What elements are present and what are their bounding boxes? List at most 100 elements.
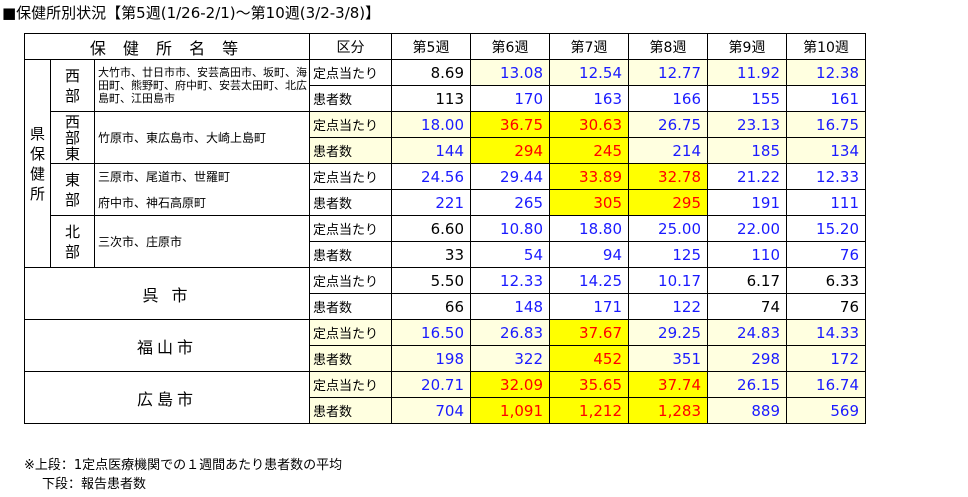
table-row: 患者数 704 1,091 1,212 1,283 889 569 <box>25 397 866 424</box>
header-week: 第7週 <box>549 33 629 60</box>
cell-value: 134 <box>786 137 866 164</box>
cell-value: 8.69 <box>391 59 471 86</box>
cell-value: 12.38 <box>786 59 866 86</box>
cell-value: 20.71 <box>391 371 471 398</box>
cell-value: 37.67 <box>549 319 629 346</box>
cell-value: 29.25 <box>628 319 708 346</box>
cell-value: 245 <box>549 137 629 164</box>
cell-value: 26.83 <box>470 319 550 346</box>
row-label: 患者数 <box>309 137 392 164</box>
row-label: 定点当たり <box>309 111 392 138</box>
header-week: 第5週 <box>391 33 471 60</box>
cell-value: 298 <box>707 345 787 372</box>
section-fukuyama: 福山市 <box>24 319 310 372</box>
cell-value: 14.25 <box>549 267 629 294</box>
header-week: 第8週 <box>628 33 708 60</box>
row-label: 患者数 <box>309 293 392 320</box>
section-east: 東部 <box>50 163 95 216</box>
cell-value: 32.78 <box>628 163 708 190</box>
cell-value: 113 <box>391 85 471 112</box>
cell-value: 110 <box>707 241 787 268</box>
cell-value: 1,212 <box>549 397 629 424</box>
row-label: 患者数 <box>309 397 392 424</box>
header-kubun: 区分 <box>309 33 392 60</box>
cell-value: 155 <box>707 85 787 112</box>
cell-value: 221 <box>391 189 471 216</box>
cell-value: 191 <box>707 189 787 216</box>
cell-value: 295 <box>628 189 708 216</box>
cell-value: 5.50 <box>391 267 471 294</box>
row-label: 患者数 <box>309 85 392 112</box>
section-westeast: 西部東 <box>50 111 95 164</box>
cell-value: 170 <box>470 85 550 112</box>
cell-value: 265 <box>470 189 550 216</box>
cell-value: 111 <box>786 189 866 216</box>
row-label: 定点当たり <box>309 59 392 86</box>
cell-value: 94 <box>549 241 629 268</box>
cell-value: 26.15 <box>707 371 787 398</box>
table-row: 患者数 144 294 245 214 185 134 <box>25 137 866 164</box>
cell-value: 305 <box>549 189 629 216</box>
cell-value: 171 <box>549 293 629 320</box>
table-row: 府中市、神石高原町 患者数 221 265 305 295 191 111 <box>25 189 866 216</box>
cell-value: 33 <box>391 241 471 268</box>
cell-value: 122 <box>628 293 708 320</box>
cell-value: 21.22 <box>707 163 787 190</box>
cell-value: 148 <box>470 293 550 320</box>
cell-value: 144 <box>391 137 471 164</box>
cell-value: 66 <box>391 293 471 320</box>
section-north: 北部 <box>50 215 95 268</box>
footnote-2: 下段：報告患者数 <box>42 477 147 492</box>
cell-value: 351 <box>628 345 708 372</box>
header-row: 保 健 所 名 等 区分 第5週 第6週 第7週 第8週 第9週 第10週 <box>24 33 866 60</box>
cell-value: 11.92 <box>707 59 787 86</box>
cell-value: 24.83 <box>707 319 787 346</box>
cell-value: 12.54 <box>549 59 629 86</box>
cell-value: 23.13 <box>707 111 787 138</box>
cell-value: 12.77 <box>628 59 708 86</box>
page-title: ■保健所別状況【第5週(1/26-2/1)～第10週(3/2-3/8)】 <box>2 4 381 22</box>
cell-value: 214 <box>628 137 708 164</box>
cell-value: 30.63 <box>549 111 629 138</box>
cell-value: 16.74 <box>786 371 866 398</box>
section-west: 西部 <box>50 59 95 112</box>
cell-value: 16.75 <box>786 111 866 138</box>
cell-value: 37.74 <box>628 371 708 398</box>
header-area: 保 健 所 名 等 <box>24 33 310 60</box>
row-label: 定点当たり <box>309 371 392 398</box>
cell-value: 74 <box>707 293 787 320</box>
row-label: 定点当たり <box>309 215 392 242</box>
cell-value: 12.33 <box>786 163 866 190</box>
cell-value: 10.17 <box>628 267 708 294</box>
cell-value: 6.60 <box>391 215 471 242</box>
status-table: 保 健 所 名 等 区分 第5週 第6週 第7週 第8週 第9週 第10週 県保… <box>24 33 866 424</box>
cell-value: 33.89 <box>549 163 629 190</box>
cell-value: 125 <box>628 241 708 268</box>
cell-value: 569 <box>786 397 866 424</box>
area-list-east-2: 府中市、神石高原町 <box>94 189 310 216</box>
cell-value: 10.80 <box>470 215 550 242</box>
cell-value: 161 <box>786 85 866 112</box>
cell-value: 24.56 <box>391 163 471 190</box>
cell-value: 25.00 <box>628 215 708 242</box>
row-label: 患者数 <box>309 345 392 372</box>
cell-value: 26.75 <box>628 111 708 138</box>
cell-value: 29.44 <box>470 163 550 190</box>
row-label: 患者数 <box>309 241 392 268</box>
header-week: 第6週 <box>470 33 550 60</box>
cell-value: 704 <box>391 397 471 424</box>
table-row: 県保健所 西部 大竹市、廿日市市、安芸高田市、坂町、海田町、熊野町、府中町、安芸… <box>24 59 866 268</box>
section-hiroshima: 広島市 <box>24 371 310 424</box>
table-row: 東部 三原市、尾道市、世羅町 定点当たり 24.56 29.44 33.89 3… <box>25 163 866 216</box>
cell-value: 6.33 <box>786 267 866 294</box>
cell-value: 1,283 <box>628 397 708 424</box>
cell-value: 32.09 <box>470 371 550 398</box>
table-row: 福山市 定点当たり 16.50 26.83 37.67 29.25 24.83 … <box>24 319 866 372</box>
cell-value: 294 <box>470 137 550 164</box>
area-list-north: 三次市、庄原市 <box>94 215 310 268</box>
area-list-westeast: 竹原市、東広島市、大崎上島町 <box>94 111 310 164</box>
row-label: 患者数 <box>309 189 392 216</box>
table-row: 西部東 竹原市、東広島市、大崎上島町 定点当たり 18.00 36.75 30.… <box>25 111 866 164</box>
cell-value: 163 <box>549 85 629 112</box>
cell-value: 22.00 <box>707 215 787 242</box>
